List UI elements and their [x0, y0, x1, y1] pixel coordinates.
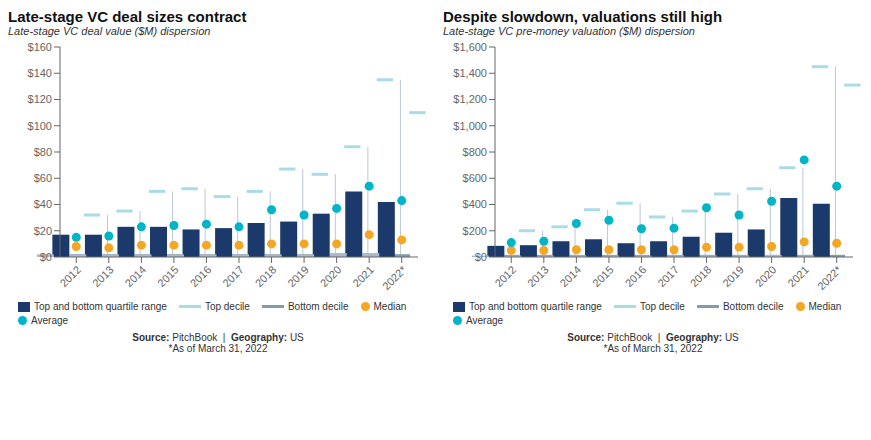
svg-text:2015: 2015	[590, 263, 616, 289]
svg-text:2020: 2020	[753, 263, 779, 289]
svg-text:2013: 2013	[525, 263, 551, 289]
svg-text:2022*: 2022*	[815, 263, 844, 292]
svg-text:2019: 2019	[720, 263, 746, 289]
svg-text:2014: 2014	[558, 263, 584, 289]
html-text:Average: Average	[466, 315, 504, 326]
svg-text:$40: $40	[34, 198, 52, 210]
html-text:Bottom decile: Bottom decile	[287, 301, 349, 312]
html-text:Source: PitchBook | Geography:: Source: PitchBook | Geography: US	[567, 332, 739, 343]
svg-text:$80: $80	[34, 146, 52, 158]
svg-text:$600: $600	[463, 172, 487, 184]
svg-text:2017: 2017	[655, 263, 681, 289]
svg-text:$1,400: $1,400	[453, 67, 487, 79]
svg-text:$120: $120	[28, 93, 52, 105]
svg-text:2018: 2018	[688, 263, 714, 289]
svg-text:2018: 2018	[253, 263, 279, 289]
svg-text:$0: $0	[40, 251, 52, 263]
svg-text:$1,000: $1,000	[453, 120, 487, 132]
html-text:*As of March 31, 2022: *As of March 31, 2022	[168, 343, 268, 354]
html-text:Average: Average	[31, 315, 69, 326]
html-text:Late-stage VC deal value ($M): Late-stage VC deal value ($M) dispersion	[8, 25, 211, 37]
html-text:Top and bottom quartile range: Top and bottom quartile range	[469, 301, 602, 312]
html-text:Late-stage VC deal sizes contr: Late-stage VC deal sizes contract	[8, 8, 247, 25]
svg-text:$100: $100	[28, 120, 52, 132]
svg-text:2012: 2012	[57, 263, 83, 289]
html-text:Median: Median	[808, 301, 842, 312]
svg-text:$200: $200	[463, 225, 487, 237]
svg-text:2019: 2019	[285, 263, 311, 289]
svg-text:$400: $400	[463, 198, 487, 210]
svg-text:2016: 2016	[188, 263, 214, 289]
svg-text:$60: $60	[34, 172, 52, 184]
html-text:Top decile: Top decile	[204, 301, 250, 312]
svg-text:2012: 2012	[492, 263, 518, 289]
svg-text:2021: 2021	[350, 263, 376, 289]
svg-text:2013: 2013	[90, 263, 116, 289]
svg-text:2021: 2021	[785, 263, 811, 289]
html-text:Top and bottom quartile range: Top and bottom quartile range	[34, 301, 167, 312]
svg-text:2016: 2016	[623, 263, 649, 289]
svg-text:$20: $20	[34, 225, 52, 237]
svg-text:2022*: 2022*	[380, 263, 409, 292]
html-text:Source: PitchBook | Geography:: Source: PitchBook | Geography: US	[132, 332, 304, 343]
html-text:Bottom decile: Bottom decile	[722, 301, 784, 312]
svg-text:$160: $160	[28, 41, 52, 53]
html-text:Despite slowdown, valuations s: Despite slowdown, valuations still high	[443, 8, 723, 25]
svg-text:$800: $800	[463, 146, 487, 158]
html-text:Late-stage VC pre-money valuat: Late-stage VC pre-money valuation ($M) d…	[443, 25, 695, 37]
html-text:*As of March 31, 2022: *As of March 31, 2022	[603, 343, 703, 354]
svg-text:2015: 2015	[155, 263, 181, 289]
html-text:Top decile: Top decile	[639, 301, 685, 312]
svg-text:$1,200: $1,200	[453, 93, 487, 105]
svg-text:2014: 2014	[123, 263, 149, 289]
svg-text:2020: 2020	[318, 263, 344, 289]
html-text:Median: Median	[373, 301, 407, 312]
svg-text:$1,600: $1,600	[453, 41, 487, 53]
svg-text:$140: $140	[28, 67, 52, 79]
svg-text:2017: 2017	[220, 263, 246, 289]
svg-text:$0: $0	[475, 251, 487, 263]
